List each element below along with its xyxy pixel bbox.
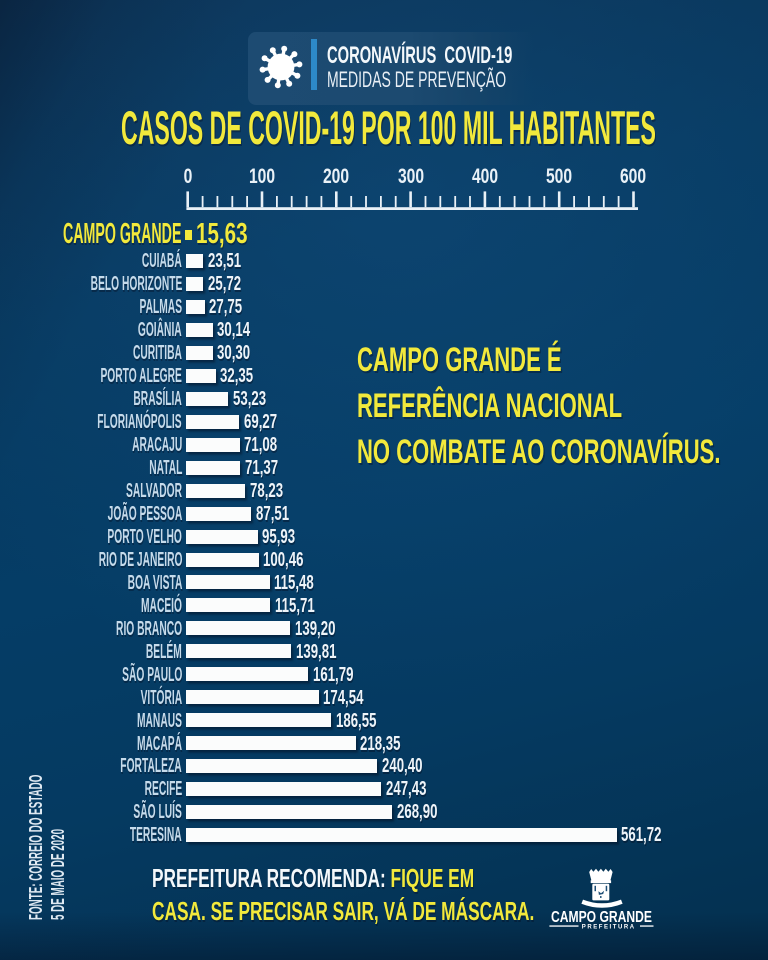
svg-text:CAMPO GRANDE: CAMPO GRANDE [551, 909, 652, 926]
svg-text:PREFEITURA: PREFEITURA [582, 925, 636, 931]
